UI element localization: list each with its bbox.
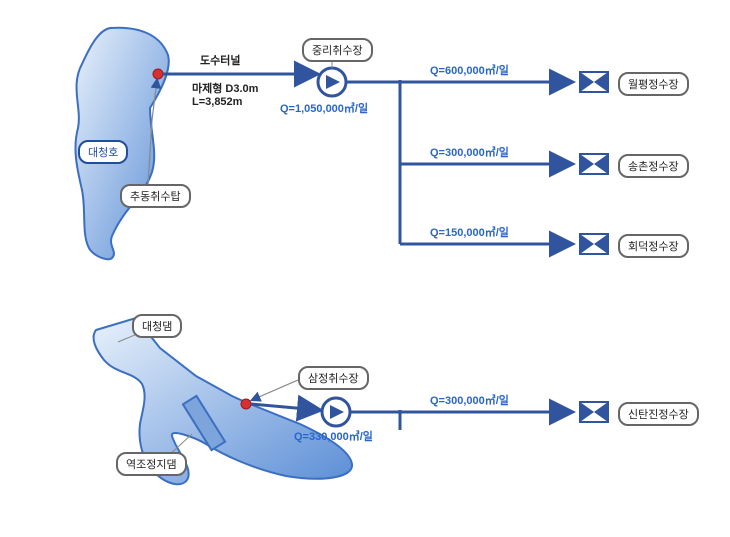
tunnel-title: 도수터널 xyxy=(200,52,240,68)
branch1-flow: Q=600,000㎥/일 xyxy=(430,62,509,78)
lower-intake-leader xyxy=(252,380,298,400)
plant1-label: 월평정수장 xyxy=(618,72,689,96)
plant4-label: 신탄진정수장 xyxy=(618,402,699,426)
pump-upper-label: 중리취수장 xyxy=(302,38,373,62)
lower-main-flow: Q=330,000㎥/일 xyxy=(294,428,373,444)
lower-branch-flow: Q=300,000㎥/일 xyxy=(430,392,509,408)
plant-icon-3 xyxy=(580,234,608,254)
reg-dam-label: 역조정지댐 xyxy=(116,452,187,476)
plant-icon-4 xyxy=(580,402,608,422)
tunnel-spec1: 마제형 D3.0m xyxy=(192,80,258,96)
branch2-flow: Q=300,000㎥/일 xyxy=(430,144,509,160)
plant-icon-2 xyxy=(580,154,608,174)
plant2-label: 송촌정수장 xyxy=(618,154,689,178)
plant-icon-1 xyxy=(580,72,608,92)
reservoir-label: 대청호 xyxy=(78,140,128,164)
upper-main-flow: Q=1,050,000㎥/일 xyxy=(280,100,368,116)
tunnel-spec2: L=3,852m xyxy=(192,96,242,108)
lower-intake-point xyxy=(241,399,251,409)
branch3-flow: Q=150,000㎥/일 xyxy=(430,224,509,240)
plant3-label: 회덕정수장 xyxy=(618,234,689,258)
dam-label: 대청댐 xyxy=(132,314,182,338)
intake-tower-point xyxy=(153,69,163,79)
lower-intake-label: 삼정취수장 xyxy=(298,366,369,390)
intake-tower-label: 추동취수탑 xyxy=(120,184,191,208)
